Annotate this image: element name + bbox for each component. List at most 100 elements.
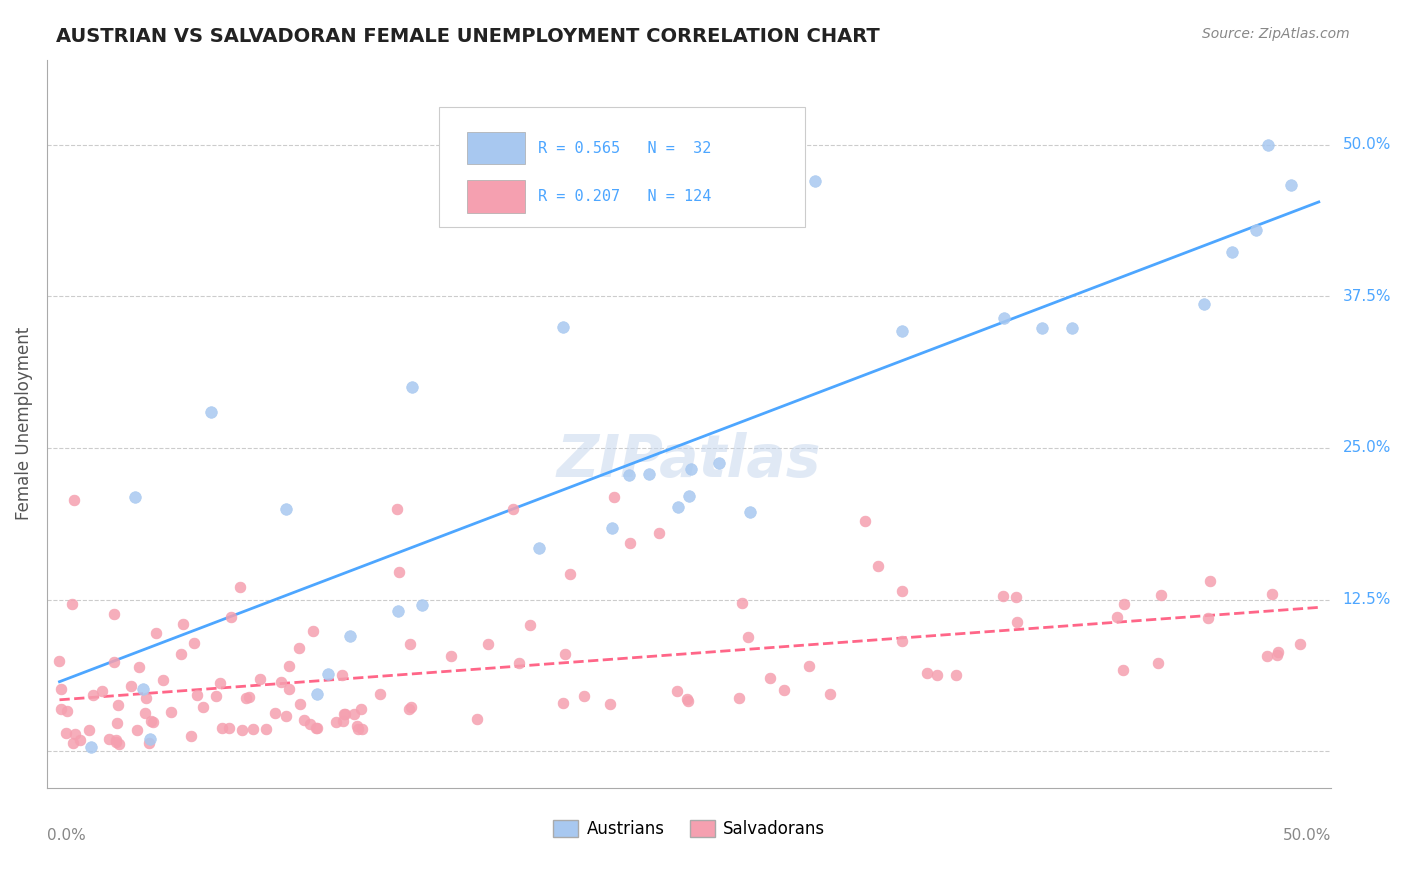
Point: [346, 723, 368, 737]
Text: 50.0%: 50.0%: [1284, 828, 1331, 843]
Point: [55, 704, 77, 718]
Point: [270, 674, 292, 689]
Point: [145, 625, 167, 640]
Point: [1031, 321, 1053, 335]
Point: [1060, 321, 1083, 335]
Point: [1220, 245, 1243, 260]
Point: [1150, 588, 1173, 602]
Point: [105, 733, 128, 747]
Point: [62, 736, 84, 750]
Point: [333, 706, 356, 721]
Point: [170, 647, 193, 661]
Text: Source: ZipAtlas.com: Source: ZipAtlas.com: [1202, 27, 1350, 41]
Point: [1197, 611, 1219, 625]
Point: [288, 641, 311, 656]
Point: [276, 501, 298, 516]
Point: [1265, 648, 1288, 662]
Point: [799, 659, 821, 673]
Point: [108, 737, 131, 751]
Point: [707, 456, 730, 470]
Text: 12.5%: 12.5%: [1343, 592, 1391, 607]
Point: [678, 489, 700, 503]
Point: [554, 647, 576, 661]
Point: [238, 690, 260, 705]
Point: [218, 721, 240, 735]
Point: [890, 584, 912, 599]
Point: [1114, 597, 1136, 611]
Point: [65, 727, 87, 741]
Point: [352, 722, 374, 736]
Point: [219, 610, 242, 624]
Point: [62, 493, 84, 508]
Point: [993, 310, 1015, 325]
Point: [242, 722, 264, 736]
Point: [818, 687, 841, 701]
Text: 50.0%: 50.0%: [1343, 137, 1391, 152]
Point: [915, 666, 938, 681]
Point: [679, 462, 702, 476]
Point: [254, 722, 277, 736]
Point: [1261, 586, 1284, 600]
Point: [343, 707, 366, 722]
Point: [191, 700, 214, 714]
Point: [125, 723, 148, 738]
Point: [325, 714, 347, 729]
Point: [302, 624, 325, 638]
Point: [186, 689, 208, 703]
Point: [599, 697, 621, 711]
Point: [305, 721, 328, 735]
Point: [401, 380, 423, 394]
Point: [502, 501, 524, 516]
Point: [619, 536, 641, 550]
Point: [103, 655, 125, 669]
Point: [307, 721, 329, 735]
Point: [868, 558, 890, 573]
Legend: Austrians, Salvadorans: Austrians, Salvadorans: [547, 814, 832, 845]
Point: [508, 656, 530, 670]
Point: [98, 732, 121, 747]
Point: [333, 706, 356, 721]
Point: [135, 691, 157, 706]
Point: [398, 702, 420, 716]
Point: [316, 666, 339, 681]
Point: [249, 673, 271, 687]
Point: [600, 521, 623, 535]
Point: [128, 660, 150, 674]
Point: [330, 668, 353, 682]
Point: [159, 705, 181, 719]
Point: [142, 714, 165, 729]
Point: [945, 668, 967, 682]
Point: [211, 721, 233, 735]
Point: [666, 500, 689, 514]
Point: [152, 673, 174, 688]
Point: [292, 713, 315, 727]
Point: [401, 700, 423, 714]
Point: [740, 505, 762, 519]
Text: ZIPatlas: ZIPatlas: [557, 432, 821, 489]
FancyBboxPatch shape: [467, 132, 524, 164]
Point: [172, 616, 194, 631]
Point: [1007, 615, 1029, 629]
Point: [1147, 656, 1170, 670]
Point: [1105, 610, 1128, 624]
Point: [1112, 664, 1135, 678]
Point: [231, 723, 253, 737]
Y-axis label: Female Unemployment: Female Unemployment: [15, 327, 32, 520]
Point: [69, 733, 91, 747]
Point: [925, 668, 948, 682]
Point: [180, 729, 202, 743]
Point: [891, 324, 914, 338]
Point: [200, 404, 222, 418]
Point: [80, 739, 103, 754]
Point: [558, 566, 581, 581]
Point: [120, 679, 142, 693]
Point: [572, 689, 595, 703]
Point: [1244, 223, 1267, 237]
Point: [1198, 574, 1220, 589]
Point: [804, 174, 827, 188]
Point: [993, 589, 1015, 603]
Point: [82, 689, 104, 703]
Text: 25.0%: 25.0%: [1343, 441, 1391, 456]
Point: [1267, 644, 1289, 658]
Point: [346, 719, 368, 733]
